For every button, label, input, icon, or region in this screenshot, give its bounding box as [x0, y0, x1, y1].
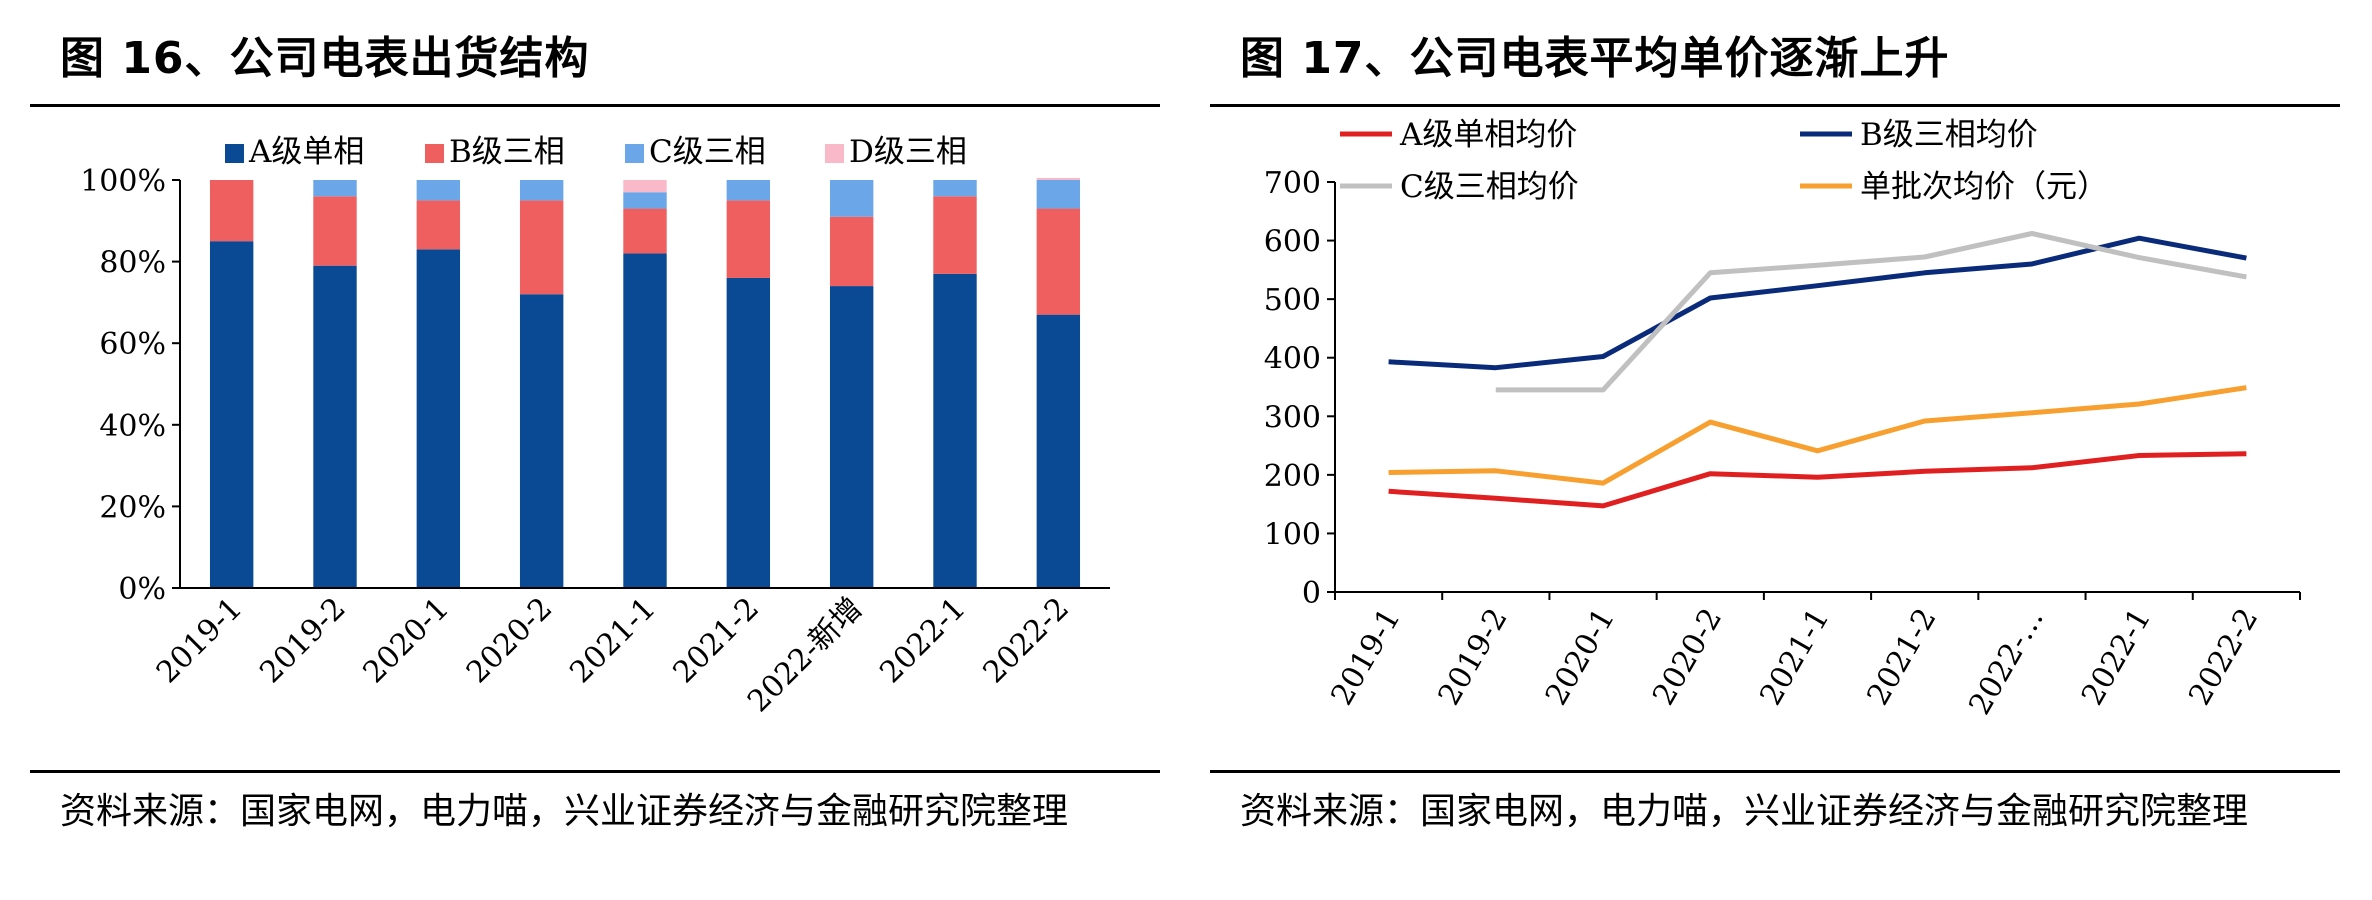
bar-legend: A级单相 B级三相 C级三相 D级三相	[225, 134, 967, 170]
bar-2019-1-B级三相	[209, 180, 254, 242]
series-line-1	[1388, 451, 2247, 509]
bar-2021-1-A级单相	[623, 253, 667, 588]
bar-2022-2-B级三相	[1036, 208, 1081, 315]
bottom-rule	[1210, 770, 2340, 773]
bar-2020-1-A级单相	[416, 249, 461, 589]
x-tick-label: 2022-1	[873, 591, 972, 690]
bar-2022-2-C级三相	[1036, 180, 1081, 209]
bar-2019-1-A级单相	[209, 241, 254, 588]
legend-label-1: A级单相	[248, 134, 364, 170]
top-rule	[1210, 104, 2340, 107]
bar-2022-1-B级三相	[933, 196, 977, 274]
x-tick-label: 2022-2	[977, 591, 1076, 690]
bar-2020-2-B级三相	[519, 200, 564, 295]
legend-label-4: 单批次均价（元）	[1860, 169, 2108, 205]
legend-swatch-2	[425, 144, 444, 163]
x-tick-label: 2022-1	[2075, 603, 2158, 712]
x-tick-label: 2020-1	[1539, 603, 1622, 712]
bar-2020-1-C级三相	[416, 180, 461, 201]
bar-2022-新增-A级单相	[829, 286, 874, 588]
x-tick-label: 2020-2	[460, 591, 559, 690]
x-tick-label: 2022-2	[2182, 603, 2265, 712]
legend-label-1: A级单相均价	[1399, 117, 1577, 153]
x-tick-label: 2020-1	[357, 591, 456, 690]
legend-label-2: B级三相	[449, 134, 565, 170]
stacked-bar-chart: A级单相 B级三相 C级三相 D级三相0%20%40%60%80%100%2019-1…	[80, 134, 1110, 719]
legend-swatch-3	[625, 144, 644, 163]
legend-label-2: B级三相均价	[1860, 117, 2038, 153]
y-tick-label: 700	[1264, 166, 1321, 201]
series-line-3	[1495, 231, 2247, 393]
line-legend: A级单相均价 B级三相均价 C级三相均价 单批次均价（元）	[1340, 117, 2108, 205]
bar-2021-2-C级三相	[726, 180, 771, 201]
legend-label-4: D级三相	[849, 134, 967, 170]
x-tick-label: 2019-1	[1324, 603, 1407, 712]
bar-2021-1-C级三相	[623, 192, 667, 209]
y-tick-label: 80%	[99, 246, 166, 281]
legend-swatch-1	[225, 144, 244, 163]
y-tick-label: 300	[1264, 400, 1321, 435]
series-line-2	[1388, 235, 2247, 371]
bar-2021-1-B级三相	[623, 208, 667, 254]
legend-label-3: C级三相	[649, 134, 766, 170]
bar-2019-2-A级单相	[313, 265, 357, 588]
legend-swatch-4	[825, 144, 844, 163]
bar-2022-1-A级单相	[933, 273, 977, 588]
bar-2021-2-A级单相	[726, 277, 771, 588]
x-tick-label: 2020-2	[1646, 603, 1729, 712]
bar-2020-2-C级三相	[519, 180, 564, 201]
bar-2019-2-B级三相	[313, 196, 357, 266]
figure-16-title: 图 16、公司电表出货结构	[60, 33, 590, 84]
y-tick-label: 500	[1264, 283, 1321, 318]
y-tick-label: 0%	[118, 572, 166, 607]
x-tick-label: 2019-2	[1432, 603, 1515, 712]
bar-2022-新增-B级三相	[829, 216, 874, 287]
x-tick-label: 2021-1	[563, 591, 662, 690]
bar-2022-2-A级单相	[1036, 314, 1081, 588]
bar-2020-1-B级三相	[416, 200, 461, 250]
figure-17-title: 图 17、公司电表平均单价逐渐上升	[1240, 33, 1950, 84]
bar-2021-2-B级三相	[726, 200, 771, 278]
bottom-rule	[30, 770, 1160, 773]
figure-17-panel: 图 17、公司电表平均单价逐渐上升 A级单相均价 B级三相均价 C级三相均价 单批次均…	[1210, 0, 2370, 900]
figure-16-source: 资料来源：国家电网，电力喵，兴业证券经济与金融研究院整理	[60, 791, 1069, 832]
x-tick-label: 2021-2	[667, 591, 766, 690]
bar-2022-1-C级三相	[933, 180, 977, 197]
y-tick-label: 20%	[99, 490, 166, 525]
bar-2020-2-A级单相	[519, 294, 564, 588]
y-tick-label: 200	[1264, 459, 1321, 494]
y-tick-label: 40%	[99, 409, 166, 444]
x-tick-label: 2021-2	[1861, 603, 1944, 712]
bar-2019-2-C级三相	[313, 180, 357, 197]
series-line-4	[1388, 385, 2247, 486]
figure-17-source: 资料来源：国家电网，电力喵，兴业证券经济与金融研究院整理	[1240, 791, 2249, 832]
y-tick-label: 400	[1264, 342, 1321, 377]
y-tick-label: 100	[1264, 517, 1321, 552]
legend-label-3: C级三相均价	[1400, 169, 1579, 205]
bar-2021-1-D级三相	[623, 180, 667, 193]
x-tick-label: 2021-1	[1753, 603, 1836, 712]
x-tick-label: 2022-…	[1962, 603, 2051, 721]
top-rule	[30, 104, 1160, 107]
figure-16-panel: 图 16、公司电表出货结构 A级单相 B级三相 C级三相 D级三相 0% 20% 40% 60…	[30, 0, 1190, 900]
y-tick-label: 100%	[80, 164, 166, 199]
y-tick-label: 60%	[99, 327, 166, 362]
y-tick-label: 0	[1302, 576, 1321, 611]
line-chart: A级单相均价 B级三相均价 C级三相均价 单批次均价（元） 0 100 200 300 400 5…	[1264, 117, 2301, 721]
bar-2022-2-D级三相	[1036, 177, 1081, 180]
bar-2022-新增-C级三相	[829, 180, 874, 217]
y-tick-label: 600	[1264, 225, 1321, 260]
x-tick-label: 2019-2	[253, 591, 352, 690]
